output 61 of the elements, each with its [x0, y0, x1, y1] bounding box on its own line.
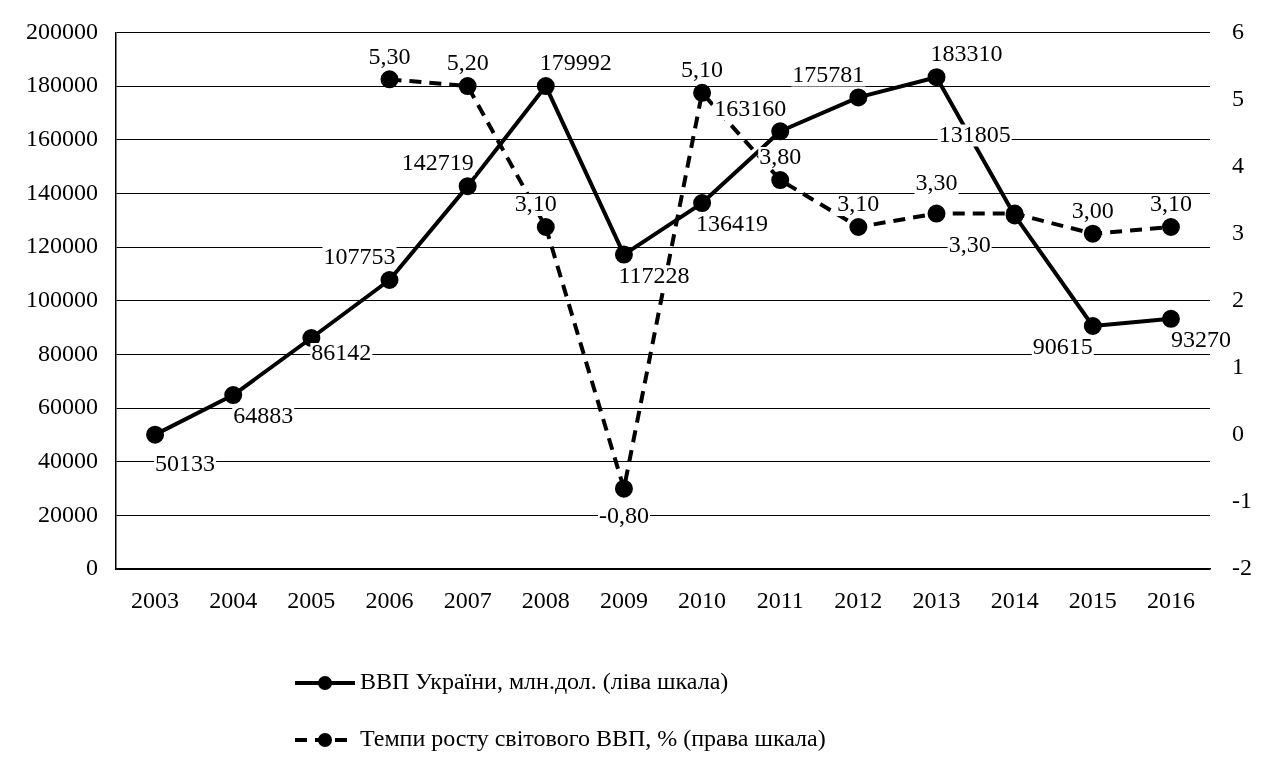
data-label: 163160 — [714, 94, 787, 121]
x-tick-label: 2004 — [209, 586, 258, 613]
y2-tick-label: 4 — [1232, 151, 1245, 178]
data-label: 142719 — [401, 149, 474, 176]
data-label: 5,10 — [681, 56, 724, 83]
data-label: 3,10 — [1149, 190, 1192, 217]
y2-tick-label: -1 — [1232, 487, 1253, 514]
y-tick-label: 140000 — [26, 178, 98, 205]
x-tick-label: 2007 — [443, 586, 492, 613]
data-label: 86142 — [311, 339, 372, 366]
legend-label: Темпи росту світового ВВП, % (права шкала) — [360, 725, 826, 752]
data-label: 3,30 — [948, 230, 991, 257]
data-label: 175781 — [792, 60, 865, 87]
data-label: 93270 — [1170, 326, 1231, 353]
data-label: 64883 — [233, 402, 294, 429]
data-label: -0,80 — [598, 501, 649, 528]
data-label: 3,00 — [1071, 197, 1114, 223]
data-label: 3,10 — [514, 190, 557, 217]
data-label: 131805 — [938, 120, 1011, 147]
x-tick-label: 2008 — [521, 586, 570, 613]
x-tick-label: 2003 — [131, 586, 180, 613]
x-tick-label: 2006 — [365, 586, 414, 613]
x-tick-label: 2009 — [599, 586, 648, 613]
data-label: 3,10 — [837, 190, 880, 217]
x-tick-label: 2010 — [678, 586, 727, 613]
x-tick-label: 2012 — [834, 586, 883, 613]
x-tick-label: 2011 — [756, 586, 804, 613]
y2-tick-label: 1 — [1232, 353, 1245, 380]
y-tick-label: 40000 — [38, 447, 98, 474]
y-tick-label: 80000 — [38, 339, 98, 366]
x-tick-label: 2013 — [912, 586, 961, 613]
x-tick-label: 2014 — [990, 586, 1039, 613]
data-label: 179992 — [539, 49, 612, 76]
y-tick-label: 60000 — [38, 393, 98, 420]
data-label: 3,30 — [915, 168, 958, 195]
y-tick-label: 20000 — [38, 500, 98, 527]
x-tick-label: 2005 — [287, 586, 336, 613]
data-label: 5,30 — [368, 42, 411, 69]
x-tick-label: 2016 — [1146, 586, 1195, 613]
x-tick-label: 2015 — [1068, 586, 1117, 613]
data-label: 3,80 — [759, 143, 802, 170]
y-tick-label: 200000 — [26, 17, 98, 44]
data-label: 50133 — [155, 449, 216, 476]
data-label: 117228 — [618, 261, 690, 288]
data-label: 136419 — [696, 210, 769, 237]
y2-tick-label: 6 — [1232, 17, 1245, 44]
y-tick-label: 160000 — [26, 125, 98, 152]
y2-tick-label: 3 — [1232, 219, 1245, 245]
data-label: 5,20 — [446, 49, 489, 76]
y2-tick-label: 2 — [1232, 286, 1245, 313]
y-tick-label: 180000 — [26, 71, 98, 98]
data-label: 183310 — [930, 40, 1003, 67]
data-label: 90615 — [1032, 333, 1093, 360]
y-tick-label: 100000 — [26, 286, 98, 313]
data-label: 107753 — [323, 243, 396, 270]
y2-tick-label: 0 — [1232, 420, 1245, 447]
y-tick-label: 120000 — [26, 232, 98, 259]
y2-tick-label: 5 — [1232, 84, 1245, 111]
legend-label: ВВП України, млн.дол. (ліва шкала) — [360, 668, 729, 695]
y2-tick-label: -2 — [1232, 554, 1253, 581]
y-tick-label: 0 — [86, 554, 98, 581]
